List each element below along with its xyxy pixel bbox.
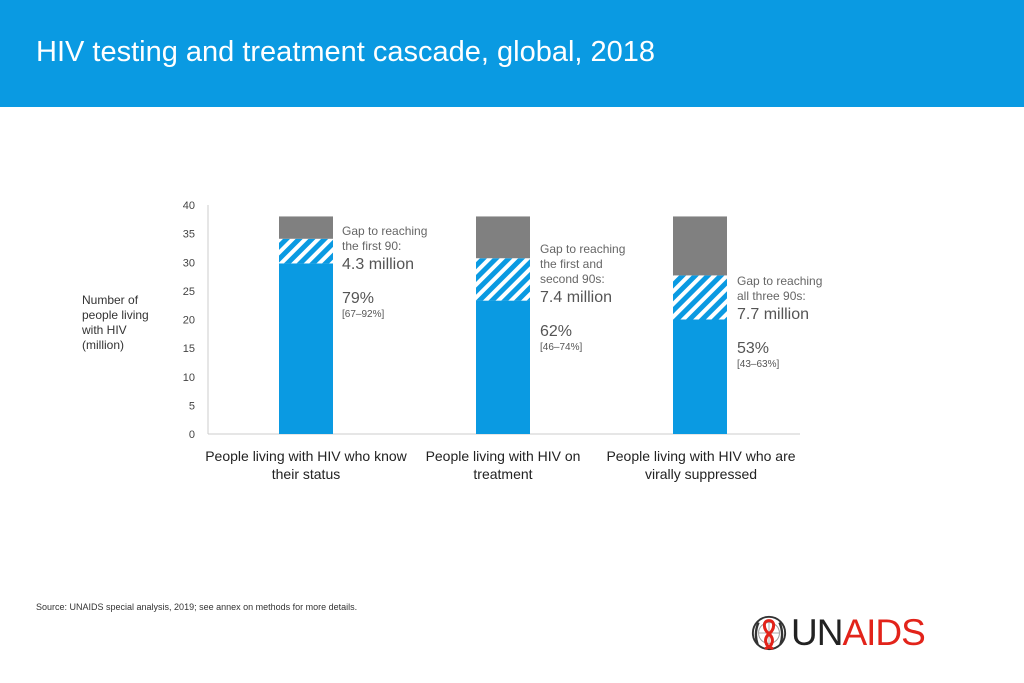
y-tick-label: 5 [189, 400, 195, 412]
logo-wordmark: UNAIDS [791, 612, 926, 654]
y-tick-label: 40 [183, 200, 195, 212]
range-1: [46–74%] [540, 342, 583, 353]
bar-remaining-1 [476, 216, 530, 259]
logo-un: UN [791, 612, 843, 653]
annotation-1: Gap to reaching the first and second 90s… [540, 242, 640, 354]
bar-remaining-0 [279, 216, 333, 239]
page-title: HIV testing and treatment cascade, globa… [36, 36, 656, 68]
bar-achieved-0 [279, 263, 333, 434]
un-emblem-icon [751, 615, 787, 651]
category-label-1: People living with HIV on treatment [425, 448, 581, 482]
bar-achieved-1 [476, 300, 530, 434]
bar-achieved-2 [673, 319, 727, 434]
annotation-2: Gap to reaching all three 90s: 7.7 milli… [737, 274, 837, 371]
range-0: [67–92%] [342, 309, 385, 320]
annotation-0: Gap to reaching the first 90: 4.3 millio… [342, 224, 442, 321]
category-label-0: People living with HIV who know their st… [205, 448, 407, 482]
range-2: [43–63%] [737, 359, 780, 370]
y-tick-label: 30 [183, 257, 195, 269]
logo-aids: AIDS [842, 612, 925, 653]
percent-1: 62% [540, 323, 573, 340]
gap-value-0: 4.3 million [342, 256, 415, 273]
bar-remaining-2 [673, 216, 727, 276]
header-bar: HIV testing and treatment cascade, globa… [0, 0, 1024, 107]
bar-gap-1 [476, 258, 530, 301]
source-note: Source: UNAIDS special analysis, 2019; s… [36, 602, 358, 612]
y-tick-label: 0 [189, 429, 195, 441]
percent-2: 53% [737, 340, 770, 357]
y-tick-label: 10 [183, 372, 195, 384]
y-tick-label: 20 [183, 315, 195, 327]
gap-text-2: Gap to reaching all three 90s: [737, 274, 823, 303]
y-tick-label: 35 [183, 229, 195, 241]
category-label-2: People living with HIV who are virally s… [606, 448, 796, 482]
bar-gap-2 [673, 275, 727, 320]
gap-text-1: Gap to reaching the first and second 90s… [540, 242, 626, 286]
y-tick-label: 25 [183, 286, 195, 298]
gap-value-2: 7.7 million [737, 306, 810, 323]
bar-gap-0 [279, 238, 333, 264]
y-axis-label: Number of people living with HIV (millio… [82, 293, 149, 352]
percent-0: 79% [342, 290, 375, 307]
y-tick-label: 15 [183, 343, 195, 355]
gap-text-0: Gap to reaching the first 90: [342, 224, 428, 253]
gap-value-1: 7.4 million [540, 289, 613, 306]
